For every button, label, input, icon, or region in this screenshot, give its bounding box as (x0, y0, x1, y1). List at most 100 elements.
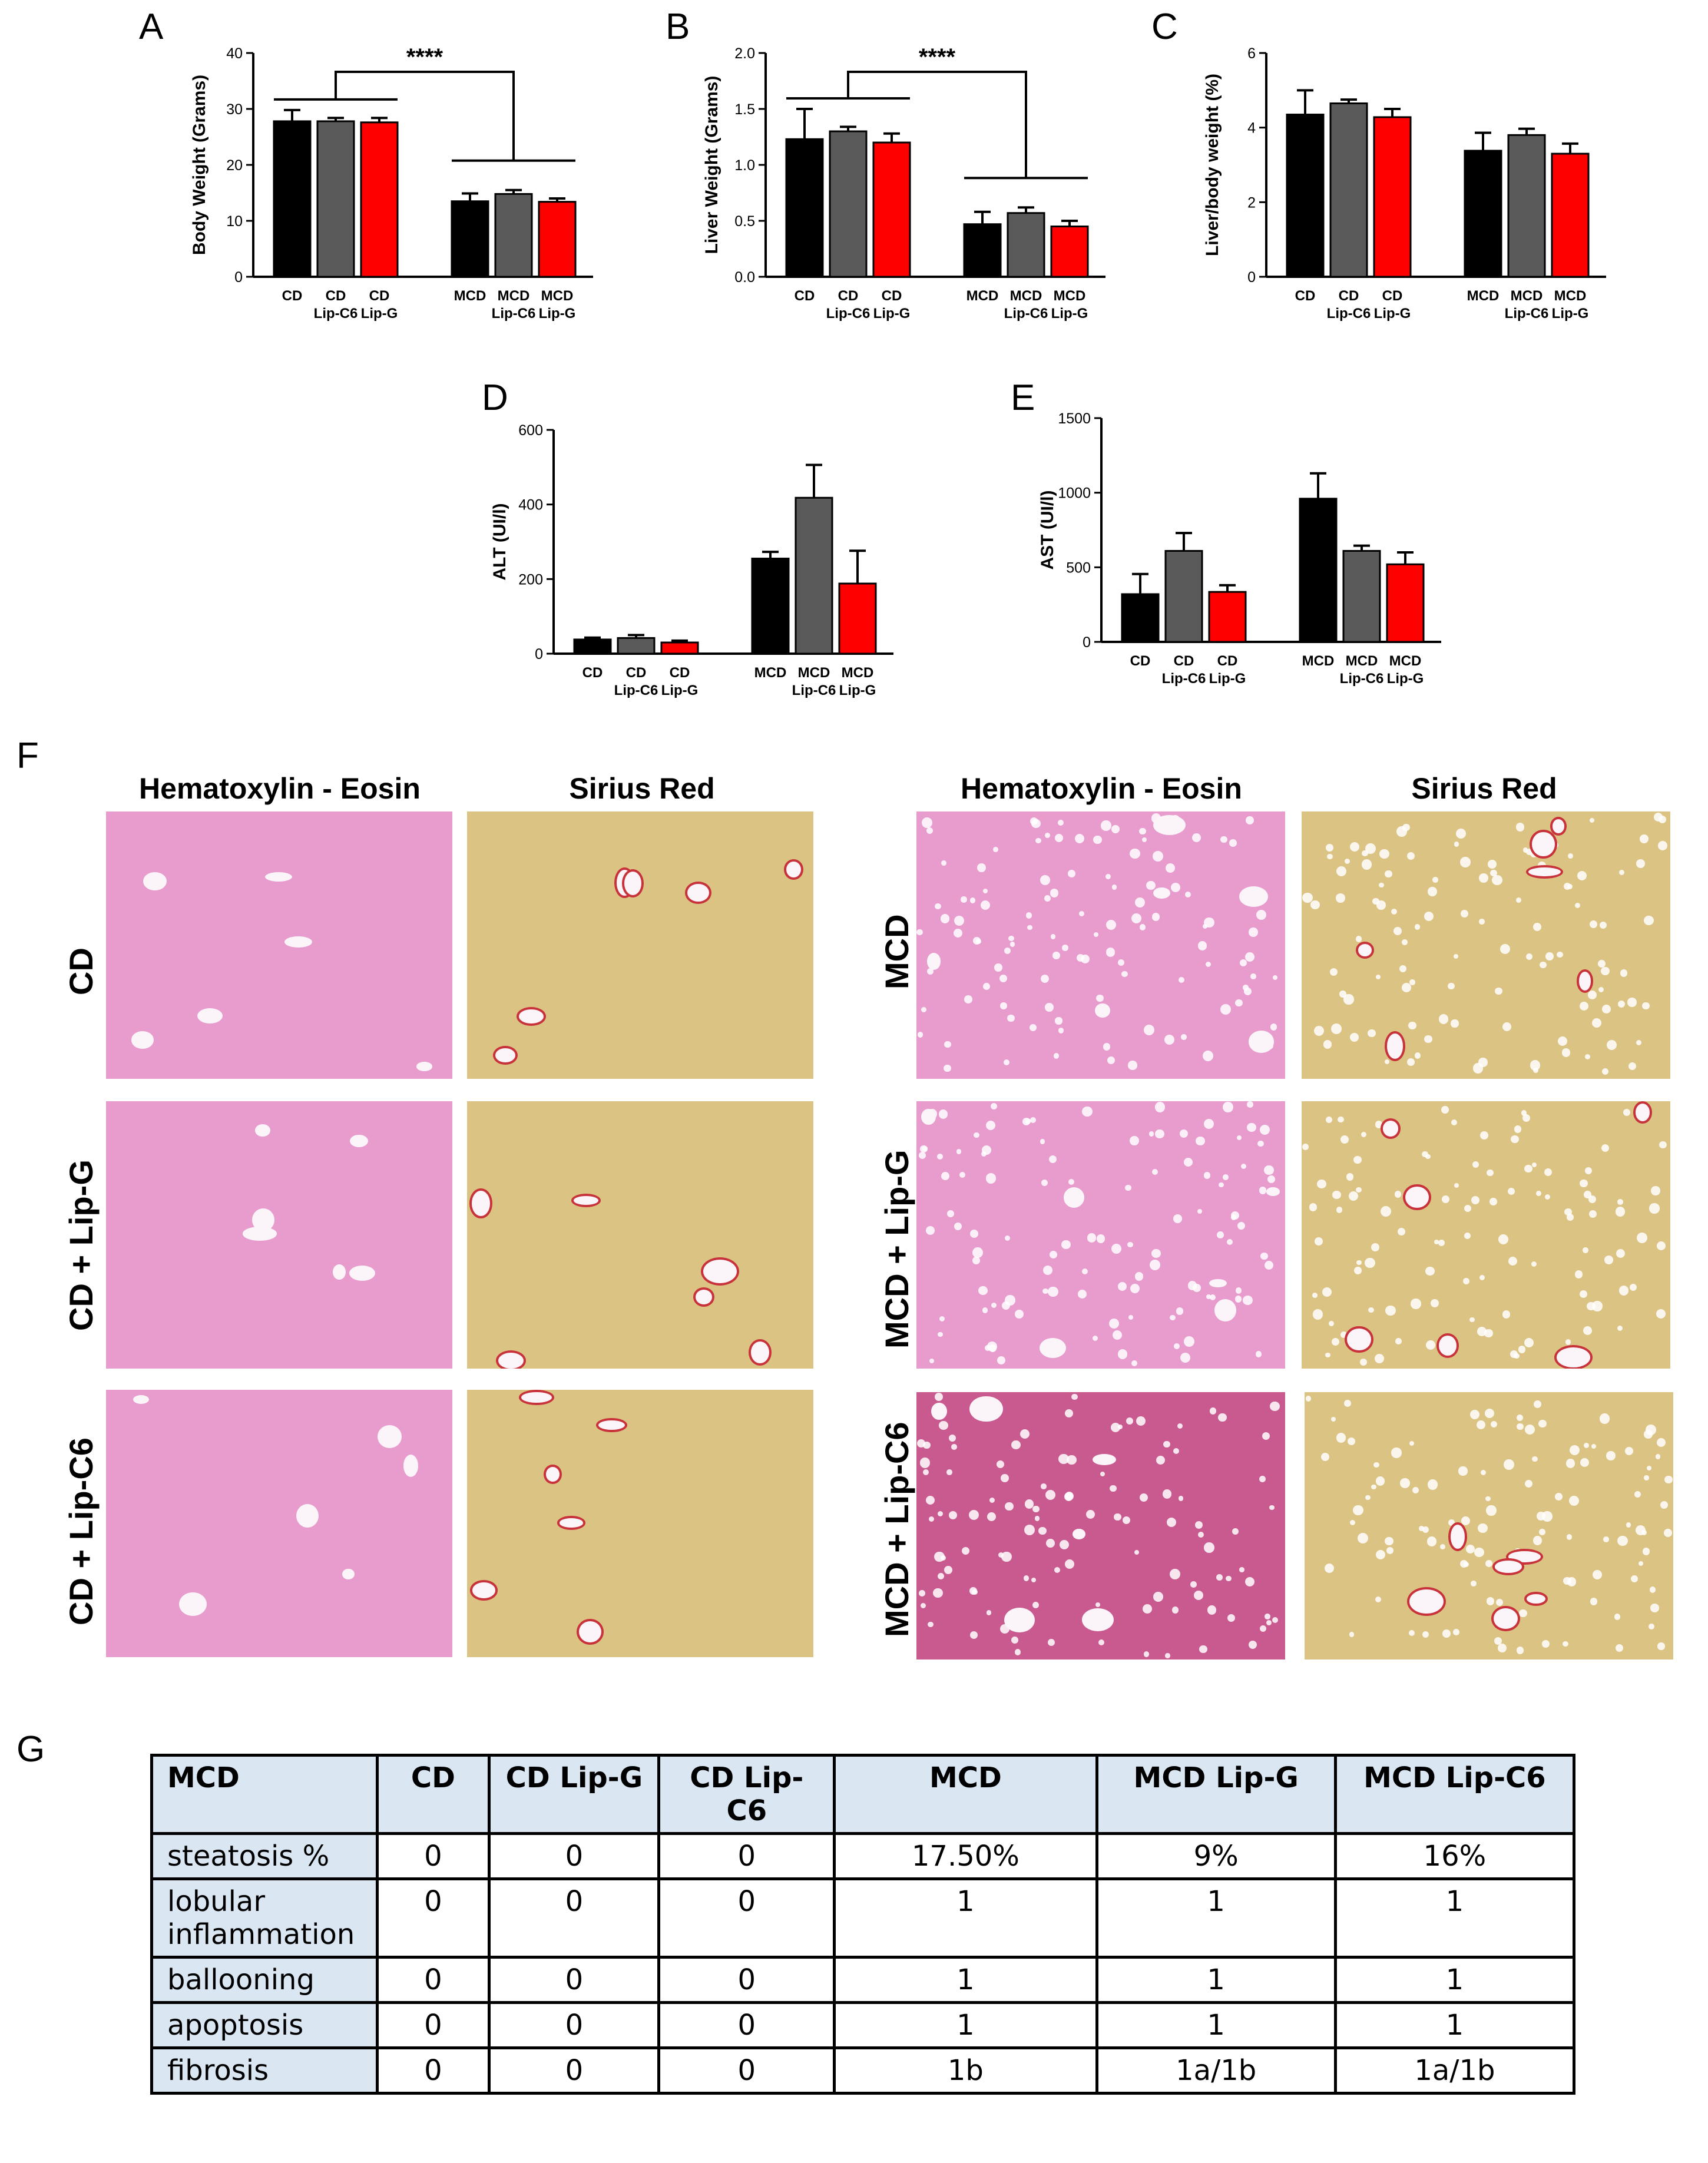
lipid-droplet (1557, 951, 1564, 958)
significance-label: **** (919, 44, 956, 70)
lipid-droplet (1008, 935, 1014, 942)
lipid-droplet (1569, 1445, 1580, 1456)
lipid-droplet (938, 1331, 944, 1337)
x-tick-label: CD (882, 288, 902, 304)
lipid-droplet (1531, 1261, 1537, 1267)
lipid-droplet (961, 896, 967, 903)
col-header-he-left: Hematoxylin - Eosin (139, 772, 421, 805)
lipid-droplet (1591, 1444, 1597, 1449)
lipid-droplet (1260, 1252, 1268, 1260)
lipid-droplet (941, 860, 947, 866)
lipid-droplet (1206, 1294, 1211, 1300)
lipid-droplet (1401, 939, 1408, 945)
lipid-droplet (1375, 1476, 1385, 1486)
lipid-droplet (1134, 1272, 1144, 1281)
lipid-droplet (985, 1173, 997, 1184)
bar (1551, 153, 1590, 278)
lipid-droplet (919, 1590, 925, 1596)
lipid-droplet (1563, 882, 1571, 890)
lipid-droplet (1583, 1326, 1592, 1336)
lipid-droplet (1014, 1648, 1021, 1655)
sr-cd-lip-g-image (467, 1101, 813, 1369)
lipid-droplet (1349, 1191, 1359, 1201)
lipid-droplet (1030, 1117, 1037, 1123)
bar (617, 637, 656, 655)
table-cell: 0 (488, 1956, 661, 2004)
lipid-droplet (1480, 1470, 1487, 1476)
lipid-droplet (1230, 1214, 1237, 1220)
lipid-droplet (926, 1225, 935, 1235)
lipid-droplet (1454, 1182, 1459, 1188)
bar (838, 582, 877, 655)
y-axis-label: Liver/body weight (%) (1203, 74, 1222, 256)
vessel-lumen (1524, 1591, 1548, 1606)
lipid-droplet (1248, 1640, 1257, 1649)
lipid-droplet (1110, 1485, 1117, 1492)
lipid-droplet (1407, 1058, 1415, 1066)
lipid-droplet (1375, 1596, 1381, 1603)
lipid-droplet (1406, 852, 1415, 860)
lipid-droplet (1074, 833, 1085, 844)
lipid-droplet (1448, 982, 1455, 990)
panel-label-e: E (1011, 377, 1035, 418)
table-cell: 1 (1333, 1956, 1576, 2004)
lipid-droplet (1031, 1577, 1036, 1582)
lipid-droplet (984, 1344, 991, 1352)
lipid-droplet (1184, 891, 1191, 897)
lipid-droplet (1438, 1240, 1445, 1246)
vessel-lumen (1403, 1184, 1432, 1211)
x-tick-label: Lip-C6 (1327, 306, 1371, 322)
bar (273, 120, 312, 278)
vessel-lumen (1633, 1101, 1653, 1124)
lipid-droplet (1032, 1505, 1040, 1513)
lipid-droplet (1577, 871, 1587, 881)
lipid-droplet (1134, 1550, 1140, 1555)
lipid-droplet (1479, 1275, 1485, 1281)
lipid-droplet (1053, 1053, 1060, 1059)
x-tick-label: Lip-G (1374, 306, 1411, 322)
lipid-droplet (922, 1469, 929, 1476)
lipid-droplet (1325, 1564, 1335, 1574)
lipid-droplet (1469, 1409, 1479, 1419)
lipid-droplet (1331, 1338, 1339, 1346)
table-row: lobular inflammation 0 0 0 1 1 1 (150, 1877, 1576, 1959)
vessel-lumen (926, 952, 941, 970)
lipid-droplet (1579, 1002, 1588, 1011)
lipid-droplet (1386, 1547, 1394, 1555)
lipid-droplet (1606, 1040, 1617, 1051)
lipid-droplet (1604, 1255, 1614, 1264)
table-row-label: apoptosis (150, 2001, 379, 2049)
lipid-droplet (1515, 822, 1525, 832)
lipid-droplet (1398, 1227, 1406, 1236)
lipid-droplet (1591, 1018, 1602, 1028)
lipid-droplet (1362, 850, 1368, 857)
lipid-droplet (1642, 1002, 1650, 1010)
lipid-droplet (1202, 1051, 1213, 1061)
y-tick-label: 0.5 (734, 213, 755, 230)
x-tick-label: Lip-C6 (492, 306, 536, 322)
table-cell: 0 (375, 1832, 491, 1880)
lipid-droplet (1170, 1315, 1176, 1321)
x-tick-label: Lip-C6 (792, 683, 836, 698)
lipid-droplet (1041, 1483, 1047, 1489)
lipid-droplet (1492, 875, 1502, 886)
lipid-droplet (1058, 820, 1064, 826)
table-row-label: fibrosis (150, 2046, 379, 2095)
lipid-droplet (997, 1460, 1005, 1468)
vessel-lumen (296, 1504, 319, 1528)
table-row: steatosis % 0 0 0 17.50% 9% 16% (150, 1832, 1576, 1880)
vessel-lumen (349, 1266, 375, 1281)
vessel-lumen (1448, 1522, 1468, 1552)
lipid-droplet (1195, 1521, 1203, 1529)
lipid-droplet (1262, 1432, 1270, 1440)
lipid-droplet (1111, 885, 1117, 890)
lipid-droplet (1134, 897, 1146, 908)
row-label-cd: CD (62, 948, 100, 995)
lipid-droplet (1204, 1542, 1214, 1553)
lipid-droplet (1001, 1551, 1012, 1562)
vessel-lumen (700, 1257, 739, 1286)
body-weight-chart: 0 10 20 30 40 Body Weight (Grams) CD CD Lip-C6 CD… (190, 44, 593, 322)
lipid-droplet (1564, 1208, 1572, 1215)
he-mcd-lip-c6-image (916, 1392, 1285, 1659)
lipid-droplet (1368, 1029, 1376, 1038)
